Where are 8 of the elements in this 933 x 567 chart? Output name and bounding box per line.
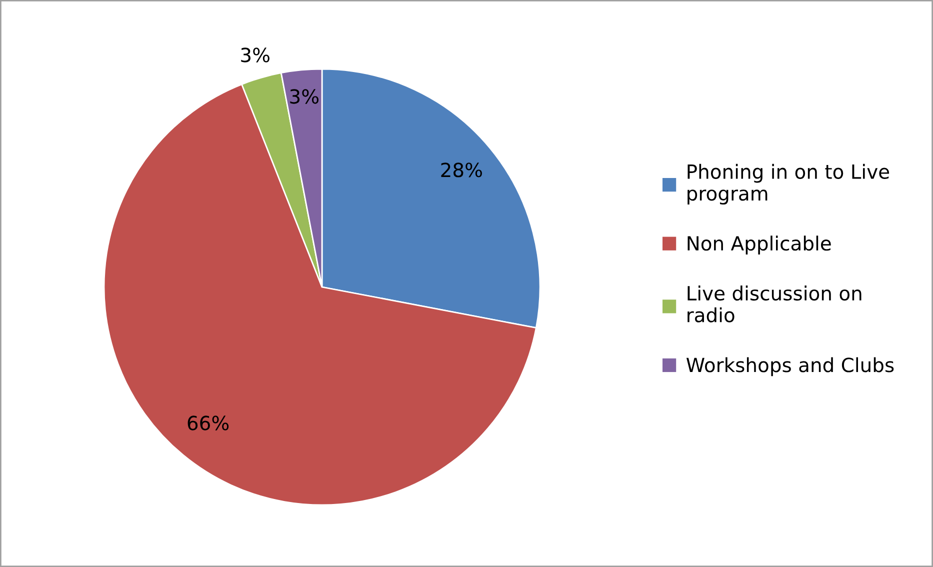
data-label: 66% bbox=[188, 416, 229, 430]
data-label: 3% bbox=[241, 48, 270, 62]
data-label: 3% bbox=[290, 89, 318, 104]
data-label: 28% bbox=[441, 162, 482, 178]
legend-label: Workshops and Clubs bbox=[686, 357, 894, 376]
legend-label: Non Applicable bbox=[688, 236, 831, 254]
legend-label: Phoning in on to Live program bbox=[688, 164, 890, 205]
legend-label: Live discussion on radio bbox=[688, 286, 862, 322]
